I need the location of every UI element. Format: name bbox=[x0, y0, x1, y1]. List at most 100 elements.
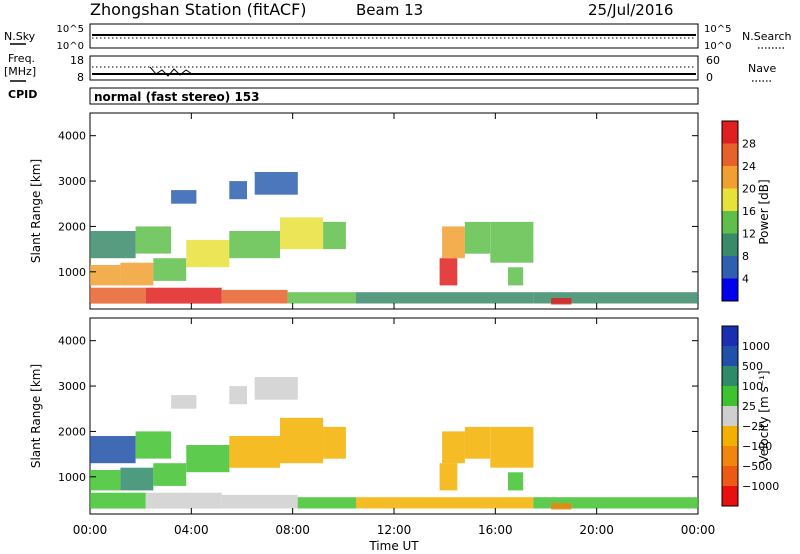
velocity-panel: 1000 2000 3000 4000 Slant Range [km] bbox=[29, 317, 699, 515]
colorbar-swatch bbox=[722, 486, 738, 507]
colorbar-swatch bbox=[722, 386, 738, 407]
colorbar-tick-label: −1000 bbox=[742, 480, 779, 493]
colorbar-tick-label: 100 bbox=[742, 380, 763, 393]
colorbar-swatch bbox=[722, 446, 738, 467]
nave-tick-bottom: 0 bbox=[706, 71, 713, 84]
data-region-18 bbox=[439, 258, 458, 286]
data-region-6 bbox=[90, 470, 121, 491]
velocity-y-ticks: 1000 2000 3000 4000 bbox=[58, 318, 699, 514]
colorbar-tick-label: 24 bbox=[742, 160, 756, 173]
power-y-axis-label: Slant Range [km] bbox=[29, 159, 43, 263]
data-region-8 bbox=[153, 463, 187, 486]
power-marks bbox=[90, 172, 698, 305]
data-region-4 bbox=[356, 292, 534, 304]
freq-tick-top: 18 bbox=[70, 54, 84, 67]
colorbar-tick-label: 4 bbox=[742, 273, 749, 286]
nave-tick-top: 60 bbox=[706, 54, 720, 67]
colorbar-tick-label: 1000 bbox=[742, 340, 770, 353]
data-region-10 bbox=[135, 226, 172, 254]
freq-unit: [MHz] bbox=[4, 65, 36, 78]
nave-label: Nave bbox=[748, 62, 776, 75]
cpid-panel bbox=[89, 87, 699, 105]
colorbar-swatch bbox=[722, 233, 738, 257]
colorbar-swatch bbox=[722, 121, 738, 144]
data-region-2 bbox=[221, 289, 288, 304]
power-colorbar-label: Power [dB] bbox=[757, 179, 771, 244]
colorbar-swatch bbox=[722, 188, 738, 212]
colorbar-tick-label: 500 bbox=[742, 360, 763, 373]
data-region-19 bbox=[442, 226, 465, 259]
data-region-21 bbox=[490, 221, 534, 263]
colorbar-tick-label: 12 bbox=[742, 228, 756, 241]
x-tick-label: 00:00 bbox=[681, 523, 716, 537]
nsky-tick-bottom: 10^0 bbox=[57, 41, 84, 52]
data-region-8 bbox=[153, 258, 187, 281]
station-title: Zhongshan Station (fitACF) bbox=[90, 0, 307, 19]
data-region-2 bbox=[221, 494, 298, 509]
data-region-23 bbox=[551, 503, 572, 510]
x-tick-label: 04:00 bbox=[174, 523, 209, 537]
velocity-marks bbox=[90, 377, 698, 510]
colorbar-tick-label: −25 bbox=[742, 420, 765, 433]
colorbar-tick-label: 16 bbox=[742, 205, 756, 218]
y-tick-label: 3000 bbox=[58, 175, 86, 188]
data-region-3 bbox=[287, 292, 356, 304]
data-region-4 bbox=[356, 497, 534, 509]
power-y-ticks: 1000 2000 3000 4000 bbox=[58, 113, 699, 309]
colorbar-swatch bbox=[722, 143, 738, 167]
velocity-colorbar-label: Velocity [m s⁻¹] bbox=[757, 370, 771, 463]
colorbar-tick-label: −100 bbox=[742, 440, 772, 453]
data-region-14 bbox=[323, 426, 346, 459]
colorbar-swatch bbox=[722, 466, 738, 487]
data-region-0 bbox=[90, 492, 146, 509]
data-region-10 bbox=[135, 431, 172, 459]
colorbar-tick-label: 20 bbox=[742, 183, 756, 196]
colorbar-tick-label: −500 bbox=[742, 460, 772, 473]
nsky-label: N.Sky bbox=[4, 30, 36, 43]
beam-label: Beam 13 bbox=[356, 1, 423, 19]
data-region-20 bbox=[464, 426, 491, 459]
freq-tick-bottom: 8 bbox=[77, 71, 84, 84]
data-region-22 bbox=[508, 267, 524, 286]
data-region-11 bbox=[186, 445, 230, 473]
nsearch-tick-bottom: 10^0 bbox=[704, 41, 731, 52]
colorbar-swatch bbox=[722, 278, 738, 302]
nsearch-tick-top: 10^5 bbox=[704, 24, 731, 35]
y-tick-label: 1000 bbox=[58, 471, 86, 484]
colorbar-swatch bbox=[722, 346, 738, 367]
nsky-tick-top: 10^5 bbox=[57, 24, 84, 35]
y-tick-label: 2000 bbox=[58, 220, 86, 233]
data-region-11 bbox=[186, 240, 230, 268]
freq-label: Freq. bbox=[8, 52, 35, 65]
data-region-9 bbox=[90, 231, 136, 259]
data-region-16 bbox=[229, 181, 247, 200]
colorbar-swatch bbox=[722, 211, 738, 234]
freq-panel bbox=[89, 55, 699, 81]
data-region-7 bbox=[120, 467, 154, 491]
colorbar-frame bbox=[721, 120, 739, 302]
cpid-label: CPID bbox=[8, 88, 37, 101]
data-region-13 bbox=[280, 417, 324, 464]
data-region-17 bbox=[254, 377, 298, 400]
colorbar-swatch bbox=[722, 326, 738, 347]
colorbar-swatch bbox=[722, 166, 738, 189]
colorbar-tick-label: 8 bbox=[742, 250, 749, 263]
data-region-9 bbox=[90, 436, 136, 464]
data-region-1 bbox=[145, 492, 222, 509]
colorbar-tick-label: 28 bbox=[742, 138, 756, 151]
x-tick-label: 20:00 bbox=[579, 523, 614, 537]
data-region-17 bbox=[254, 172, 298, 195]
data-region-18 bbox=[439, 463, 458, 491]
data-region-15 bbox=[171, 395, 197, 409]
data-region-3 bbox=[297, 497, 356, 509]
data-region-23 bbox=[551, 298, 572, 305]
data-region-12 bbox=[229, 436, 280, 468]
data-region-6 bbox=[90, 265, 121, 286]
colorbar-tick-label: 25 bbox=[742, 400, 756, 413]
x-tick-label: 16:00 bbox=[478, 523, 513, 537]
colorbar-swatch bbox=[722, 406, 738, 427]
data-region-20 bbox=[464, 221, 491, 254]
velocity-y-axis-label: Slant Range [km] bbox=[29, 364, 43, 468]
colorbar-swatch bbox=[722, 426, 738, 447]
data-region-5 bbox=[533, 497, 698, 509]
